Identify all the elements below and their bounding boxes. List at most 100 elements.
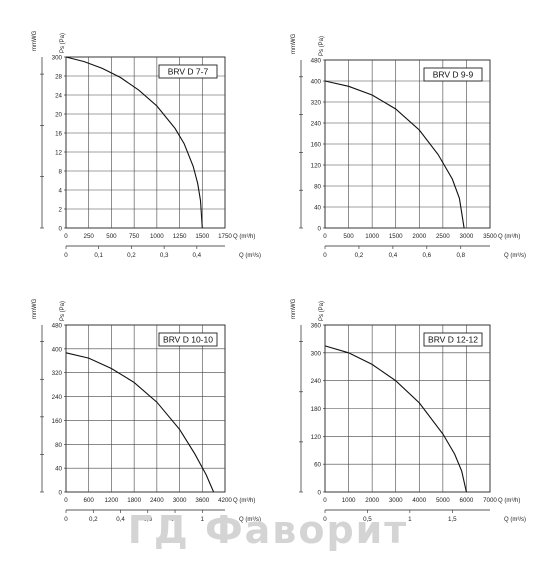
chart3-xtick-label: 1200 <box>105 497 119 504</box>
chart3-ytick-label: 160 <box>52 418 63 425</box>
chart2-xtick-label: 0 <box>323 233 327 240</box>
chart1-title-box <box>158 64 218 79</box>
chart4-title-box <box>423 332 483 347</box>
chart4-xtick-label: 6000 <box>460 497 474 504</box>
chart1-x2tick-label: 0,1 <box>94 252 103 259</box>
chart4-xtick-label: 7000 <box>483 497 497 504</box>
chart3-x2tick-label: 0,8 <box>171 516 180 523</box>
chart3-ytick-label: 320 <box>52 370 63 377</box>
chart4-x2tick-label: 1 <box>408 516 412 523</box>
chart4-fan-curve <box>324 345 467 493</box>
chart2-xtick-label: 2000 <box>412 233 426 240</box>
chart3-fan-curve <box>65 352 215 493</box>
chart4-ytick-label: 360 <box>311 323 322 330</box>
chart1-ylabel-pa: Ps (Pa) <box>60 33 66 53</box>
chart3-frame <box>65 324 226 493</box>
chart3-xlabel-m3h: Q (m³/h) <box>233 498 255 504</box>
chart4-xtick-label: 5000 <box>436 497 450 504</box>
chart2-ytick-label: 160 <box>311 142 322 149</box>
chart2-ytick-label: 320 <box>311 100 322 107</box>
chart1-ytick-label: 24 <box>55 93 62 100</box>
chart1-xtick-label: 1250 <box>173 233 187 240</box>
chart2-xlabel-m3h: Q (m³/h) <box>498 234 520 240</box>
chart2-ytick-label: 480 <box>311 58 322 65</box>
chart2-fan-curve <box>324 80 465 229</box>
chart2-ytick-label: 80 <box>314 184 321 191</box>
chart1-ytick-label: 20 <box>55 112 62 119</box>
chart1-xtick-label: 1000 <box>150 233 164 240</box>
chart3-xtick-label: 1800 <box>127 497 141 504</box>
chart3-title-box <box>158 332 218 347</box>
chart4-title: BRV D 12-12 <box>428 335 478 345</box>
chart1-x2tick-label: 0,2 <box>127 252 136 259</box>
chart3-xtick-label: 2400 <box>150 497 164 504</box>
chart1-xtick-label: 0 <box>64 233 68 240</box>
chart1-x2tick-label: 0,4 <box>193 252 202 259</box>
chart3-xtick-label: 3600 <box>195 497 209 504</box>
chart1-x2tick-label: 0 <box>64 252 68 259</box>
chart3-ytick-label: 480 <box>52 323 63 330</box>
chart4-x2tick-label: 0,5 <box>363 516 372 523</box>
chart2-xtick-label: 3000 <box>460 233 474 240</box>
chart4-xtick-label: 3000 <box>389 497 403 504</box>
chart4-xtick-label: 2000 <box>365 497 379 504</box>
chart1-x2tick-label: 0,3 <box>160 252 169 259</box>
chart1-ytick-label: 16 <box>55 131 62 138</box>
chart2-ytick-label: 120 <box>311 163 322 170</box>
chart1-ytick-label: 12 <box>55 150 62 157</box>
chart4-xlabel-m3h: Q (m³/h) <box>498 498 520 504</box>
chart2-x2tick-label: 0,8 <box>456 252 465 259</box>
chart3-ytick-label: 40 <box>55 466 62 473</box>
chart3-xlabel-m3s: Q (m³/s) <box>239 517 261 523</box>
chart2-xtick-label: 1000 <box>365 233 379 240</box>
chart1-xtick-label: 500 <box>106 233 117 240</box>
chart3-x2tick-label: 0,2 <box>89 516 98 523</box>
chart2-title-box <box>423 67 483 82</box>
chart4-xlabel-m3s: Q (m³/s) <box>504 517 526 523</box>
chart3-x2tick-label: 0 <box>64 516 68 523</box>
chart1-ytick-label: 4 <box>59 188 63 195</box>
chart2-xtick-label: 2500 <box>436 233 450 240</box>
chart2-ylabel-mm: mmWG <box>291 33 297 54</box>
chart1-xtick-label: 750 <box>129 233 140 240</box>
chart3-ylabel-mm: mmWG <box>32 298 38 319</box>
chart2-x2tick-label: 0 <box>323 252 327 259</box>
chart4-ytick-label: 240 <box>311 378 322 385</box>
chart1-xlabel-m3s: Q (m³/s) <box>239 253 261 259</box>
chart4-ytick-label: 60 <box>314 462 321 469</box>
chart4-xtick-label: 4000 <box>412 497 426 504</box>
chart4-ytick-label: 300 <box>311 350 322 357</box>
chart4-xtick-label: 1000 <box>342 497 356 504</box>
chart3-ytick-label: 240 <box>52 394 63 401</box>
chart1-title: BRV D 7-7 <box>168 67 209 77</box>
chart1-fan-curve <box>65 56 203 229</box>
chart4-ytick-label: 0 <box>318 490 322 497</box>
chart4-x2tick-label: 0 <box>323 516 327 523</box>
chart1-xtick-label: 250 <box>84 233 95 240</box>
chart1-ytick-label: 8 <box>59 169 63 176</box>
chart3-xtick-label: 0 <box>64 497 68 504</box>
chart1-xtick-label: 1750 <box>218 233 232 240</box>
chart4-ytick-label: 120 <box>311 434 322 441</box>
chart2-xtick-label: 3500 <box>483 233 497 240</box>
chart3-ylabel-pa: Ps (Pa) <box>60 301 66 321</box>
chart3-ytick-label: 400 <box>52 346 63 353</box>
chart3-x2tick-label: 0,4 <box>116 516 125 523</box>
chart4-xtick-label: 0 <box>323 497 327 504</box>
chart1-ytick-label: 2 <box>59 207 63 214</box>
chart2-x2tick-label: 0,2 <box>355 252 364 259</box>
chart1-ytick-label: 28 <box>55 74 62 81</box>
chart1-ytick-label: 300 <box>52 55 63 62</box>
chart2-title: BRV D 9-9 <box>433 70 474 80</box>
chart3-x2tick-label: 1 <box>201 516 205 523</box>
chart4-ytick-label: 180 <box>311 406 322 413</box>
chart3-xtick-label: 600 <box>84 497 95 504</box>
chart3-ytick-label: 80 <box>55 442 62 449</box>
chart2-xtick-label: 500 <box>343 233 354 240</box>
chart3-x2tick-label: 0,6 <box>143 516 152 523</box>
chart4-ylabel-pa: Ps (Pa) <box>319 301 325 321</box>
chart2-ytick-label: 240 <box>311 121 322 128</box>
chart1-frame <box>65 56 226 229</box>
chart1-xtick-label: 1500 <box>195 233 209 240</box>
